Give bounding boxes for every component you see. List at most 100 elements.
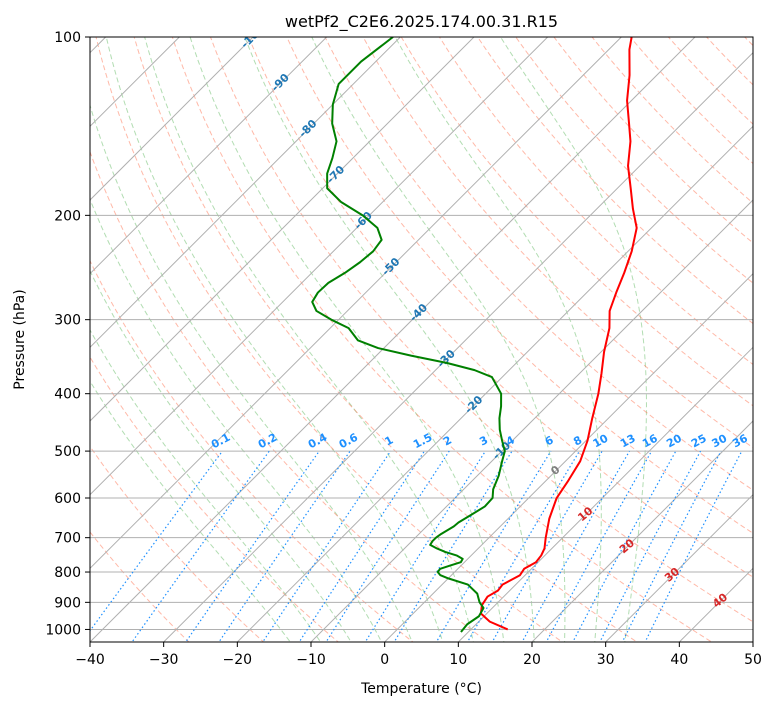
- mixing-ratio-line: [90, 450, 223, 632]
- moist-adiabat-line: [394, 37, 602, 642]
- y-tick-label: 800: [54, 565, 81, 581]
- x-tick-label: 10: [449, 652, 467, 668]
- mixing-ratio-label: 8: [571, 433, 584, 448]
- isotherm-label: -80: [296, 117, 319, 140]
- dry-adiabat-line: [756, 10, 775, 654]
- moist-adiabat-line: [189, 37, 505, 642]
- mixing-ratio-label: 0.1: [209, 431, 232, 452]
- pressure-gridlines: [90, 37, 753, 630]
- isotherm-line: [90, 37, 475, 422]
- dry-adiabat-line: [476, 37, 753, 325]
- isotherm-label: -60: [352, 209, 375, 232]
- dry-adiabat-line: [248, 37, 753, 578]
- dry-adiabat-line: [744, 37, 753, 47]
- dry-adiabat-line: [90, 259, 414, 642]
- isotherm-line: [90, 37, 622, 570]
- x-tick-label: −20: [223, 652, 253, 668]
- isotherm-line: [310, 199, 753, 642]
- x-tick-label: −40: [75, 652, 105, 668]
- mixing-ratio-line: [491, 450, 603, 642]
- moist-adiabat-line: [90, 380, 291, 642]
- y-tick-label: 700: [54, 531, 81, 547]
- dry-adiabat-line: [90, 150, 489, 642]
- isotherm-line: [531, 420, 753, 642]
- dry-adiabat-line: [629, 37, 753, 165]
- dry-adiabat-line: [133, 37, 638, 642]
- x-tick-label: 0: [380, 652, 389, 668]
- isotherm-line: [605, 493, 753, 642]
- dry-adiabat-line: [171, 37, 713, 642]
- moist-adiabat-line: [90, 328, 322, 642]
- isotherm-line: [163, 51, 753, 642]
- mixing-ratio-label: 6: [543, 433, 556, 448]
- moist-adiabat-line: [500, 37, 647, 642]
- mixing-ratio-line: [262, 450, 392, 642]
- mixing-ratio-label: 30: [710, 432, 730, 451]
- isotherm-line: [90, 37, 696, 642]
- temperature-line: [479, 37, 638, 631]
- plot-frame: [89, 36, 754, 643]
- dry-adiabat-line: [591, 37, 753, 204]
- y-tick-label: 200: [54, 208, 81, 224]
- dry-adiabat-line: [90, 356, 339, 642]
- mixing-ratio-label: 25: [689, 432, 709, 451]
- dry-adiabat-line: [515, 37, 753, 284]
- mixing-ratio-line: [435, 450, 552, 642]
- moist-adiabat-line: [311, 37, 566, 642]
- dry-adiabat-line: [705, 37, 753, 86]
- sounding-series: [311, 37, 638, 633]
- chart-title: wetPf2_C2E6.2025.174.00.31.R15: [285, 12, 558, 32]
- mixing-ratio-label: 1: [383, 433, 396, 448]
- isotherms: [90, 37, 753, 642]
- y-tick-label: 300: [54, 313, 81, 329]
- isotherm-line: [384, 272, 753, 642]
- moist-adiabat-line: [90, 103, 413, 642]
- y-tick-label: 400: [54, 387, 81, 403]
- mixing-ratio-lines: [90, 450, 743, 642]
- axes: −40 −30 −20 −10 0 10 20 30 40 5010020030040050060…: [45, 30, 762, 668]
- plot-area: 0.1 0.2 0.4 0.6 1 1.5 2 3 4 6 8 10 13 16 20 25 30 36-100-…: [90, 10, 775, 654]
- dry-adiabat-line: [95, 37, 564, 642]
- isotherm-line: [678, 567, 753, 642]
- mixing-ratio-label: 36: [730, 432, 750, 451]
- mixing-ratio-line: [521, 450, 631, 642]
- moist-adiabat-line: [244, 37, 535, 642]
- x-tick-label: 40: [670, 652, 688, 668]
- mixing-ratio-line: [393, 450, 513, 642]
- mixing-ratio-line: [599, 450, 702, 642]
- dry-adiabats: [90, 10, 775, 654]
- mixing-ratio-label: 10: [591, 432, 611, 451]
- x-tick-label: 30: [597, 652, 615, 668]
- moist-adiabat-line: [144, 37, 474, 642]
- mixing-ratio-line: [298, 450, 425, 642]
- mixing-ratio-line: [185, 450, 320, 642]
- mixing-ratio-line: [218, 450, 351, 642]
- mixing-ratio-line: [621, 450, 722, 642]
- x-tick-label: 50: [744, 652, 762, 668]
- moist-adiabat-line: [105, 37, 444, 642]
- y-tick-label: 600: [54, 491, 81, 507]
- x-tick-label: 20: [523, 652, 541, 668]
- isotherm-line: [752, 641, 753, 642]
- mixing-ratio-line: [364, 450, 486, 642]
- isotherm-label: -20: [462, 393, 485, 416]
- isotherm-line: [236, 125, 753, 642]
- mixing-ratio-label: 16: [640, 432, 660, 451]
- y-tick-label: 1000: [45, 622, 81, 638]
- dry-adiabat-line: [90, 531, 190, 642]
- mixing-ratio-label: 2: [441, 433, 454, 448]
- mixing-ratio-line: [644, 450, 743, 642]
- isotherm-line: [90, 37, 549, 496]
- dry-adiabat-line: [400, 37, 753, 407]
- x-tick-label: −30: [149, 652, 179, 668]
- dewpoint-line: [311, 37, 506, 633]
- y-axis-title: Pressure (hPa): [12, 289, 28, 389]
- y-tick-label: 100: [54, 30, 81, 46]
- mixing-ratio-line: [572, 450, 677, 642]
- isotherm-line: [457, 346, 753, 642]
- isotherm-line: [90, 37, 254, 201]
- dry-adiabat-line: [362, 37, 753, 449]
- mixing-ratio-line: [466, 450, 580, 642]
- dry-adiabat-line: [209, 37, 753, 623]
- mixing-ratio-label: 20: [664, 432, 684, 451]
